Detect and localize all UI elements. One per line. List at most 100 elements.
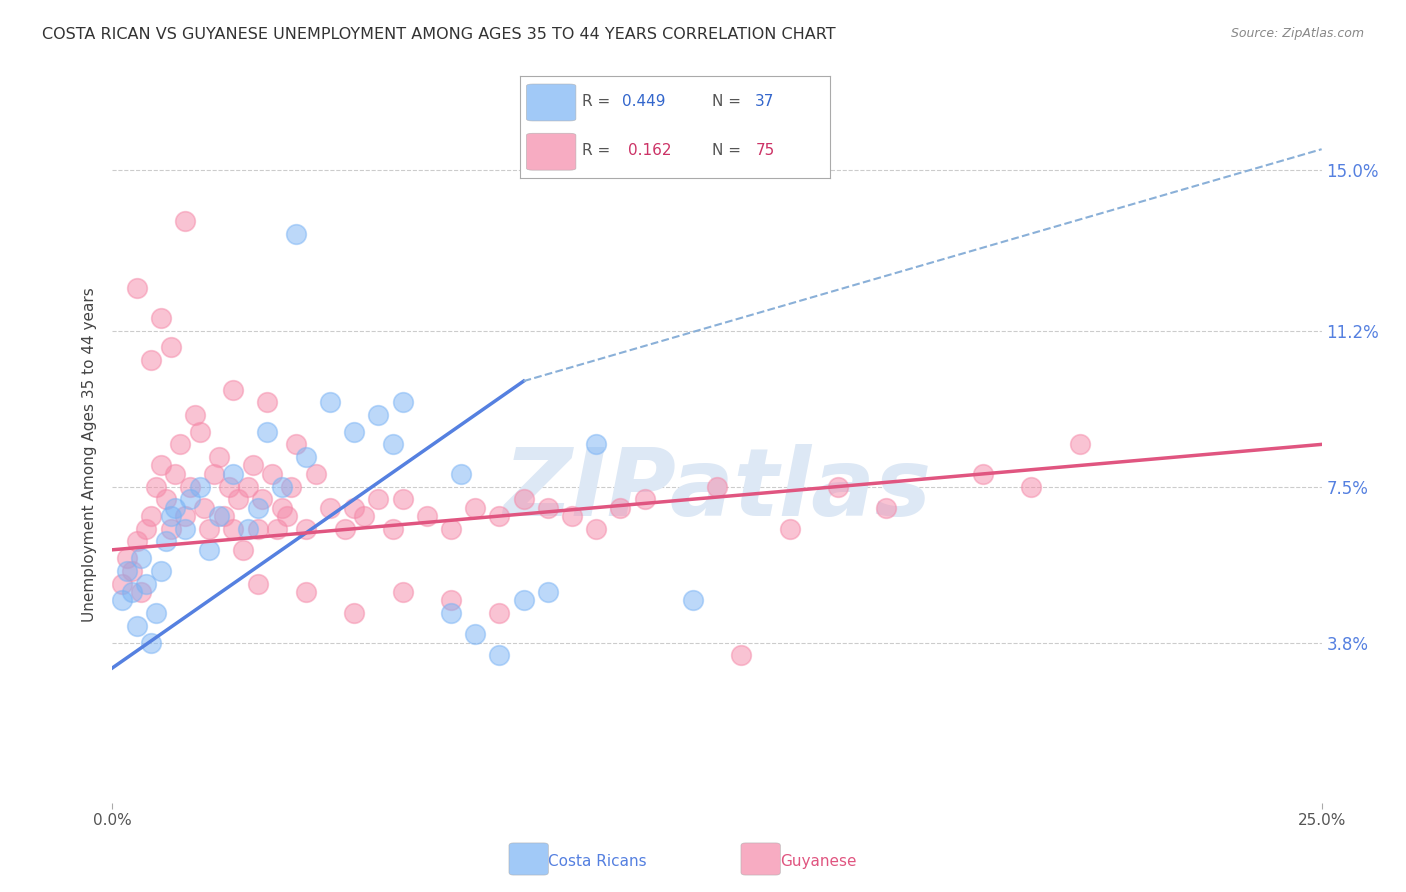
Text: N =: N =: [711, 94, 745, 109]
Point: [270, 479, 292, 493]
Point: [464, 627, 486, 641]
Point: [285, 227, 308, 241]
Point: [246, 500, 269, 515]
Point: [270, 500, 292, 515]
Point: [730, 648, 752, 663]
Point: [111, 593, 134, 607]
Point: [111, 576, 134, 591]
Point: [141, 635, 163, 649]
Point: [512, 492, 534, 507]
Point: [537, 500, 560, 515]
Point: [779, 522, 801, 536]
Text: Costa Ricans: Costa Ricans: [548, 855, 647, 869]
Point: [488, 648, 510, 663]
Point: [285, 437, 308, 451]
Point: [115, 564, 138, 578]
Point: [125, 281, 148, 295]
Point: [155, 492, 177, 507]
Point: [319, 500, 342, 515]
Point: [165, 500, 187, 515]
Point: [972, 467, 994, 481]
Point: [174, 509, 197, 524]
Point: [226, 492, 249, 507]
Point: [193, 500, 215, 515]
Point: [512, 593, 534, 607]
Point: [208, 450, 231, 464]
Point: [585, 522, 607, 536]
Point: [353, 509, 375, 524]
Point: [333, 522, 356, 536]
Point: [440, 593, 463, 607]
Point: [159, 509, 181, 524]
Point: [188, 479, 211, 493]
Point: [169, 437, 191, 451]
Point: [149, 458, 172, 473]
Point: [145, 606, 167, 620]
Text: ZIPatlas: ZIPatlas: [503, 443, 931, 536]
Point: [561, 509, 583, 524]
Point: [343, 606, 366, 620]
Point: [256, 425, 278, 439]
Text: Guyanese: Guyanese: [780, 855, 856, 869]
Point: [125, 534, 148, 549]
Point: [198, 542, 221, 557]
Point: [174, 214, 197, 228]
Point: [367, 408, 389, 422]
Text: 75: 75: [755, 144, 775, 158]
Point: [131, 551, 153, 566]
Point: [131, 585, 153, 599]
Text: 37: 37: [755, 94, 775, 109]
Point: [319, 395, 342, 409]
Point: [252, 492, 274, 507]
Point: [141, 353, 163, 368]
Point: [304, 467, 326, 481]
Text: COSTA RICAN VS GUYANESE UNEMPLOYMENT AMONG AGES 35 TO 44 YEARS CORRELATION CHART: COSTA RICAN VS GUYANESE UNEMPLOYMENT AMO…: [42, 27, 835, 42]
Point: [343, 500, 366, 515]
Point: [367, 492, 389, 507]
FancyBboxPatch shape: [526, 133, 576, 170]
Text: N =: N =: [711, 144, 745, 158]
Point: [609, 500, 631, 515]
Point: [875, 500, 897, 515]
Point: [141, 509, 163, 524]
Point: [537, 585, 560, 599]
Point: [391, 585, 413, 599]
Point: [155, 534, 177, 549]
Point: [222, 383, 245, 397]
Text: 0.162: 0.162: [628, 144, 672, 158]
Point: [440, 606, 463, 620]
Point: [121, 585, 143, 599]
Point: [159, 340, 181, 354]
Point: [440, 522, 463, 536]
Point: [208, 509, 231, 524]
Point: [242, 458, 264, 473]
Point: [295, 522, 318, 536]
Point: [212, 509, 235, 524]
Point: [416, 509, 439, 524]
Point: [183, 408, 205, 422]
Point: [222, 522, 245, 536]
Point: [256, 395, 278, 409]
Point: [450, 467, 472, 481]
Point: [179, 492, 201, 507]
Point: [149, 310, 172, 325]
Point: [1021, 479, 1043, 493]
Point: [585, 437, 607, 451]
Point: [266, 522, 288, 536]
FancyBboxPatch shape: [526, 84, 576, 121]
Y-axis label: Unemployment Among Ages 35 to 44 years: Unemployment Among Ages 35 to 44 years: [82, 287, 97, 623]
Point: [682, 593, 704, 607]
Point: [236, 479, 259, 493]
Point: [246, 576, 269, 591]
Point: [198, 522, 221, 536]
Point: [232, 542, 254, 557]
Point: [382, 522, 405, 536]
Point: [706, 479, 728, 493]
Point: [246, 522, 269, 536]
Point: [827, 479, 849, 493]
Point: [159, 522, 181, 536]
Point: [382, 437, 405, 451]
Point: [295, 585, 318, 599]
Point: [165, 467, 187, 481]
Point: [135, 576, 157, 591]
